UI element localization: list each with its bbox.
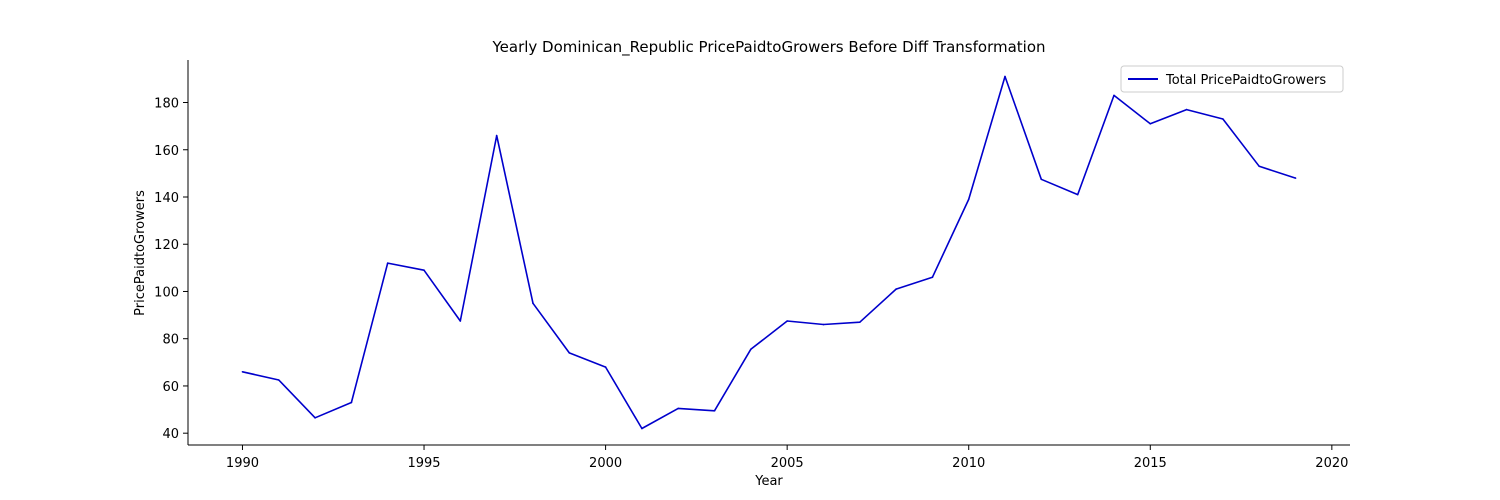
data-point — [931, 276, 934, 279]
y-tick-label: 180 — [154, 97, 179, 112]
x-tick-label: 2015 — [1134, 456, 1167, 471]
data-point — [750, 348, 752, 351]
data-point — [314, 417, 316, 419]
data-point — [1222, 118, 1224, 120]
data-point — [1185, 108, 1188, 111]
y-tick-label: 100 — [154, 285, 179, 300]
x-tick-label: 1990 — [226, 456, 259, 471]
data-point — [858, 321, 861, 323]
data-point — [786, 320, 788, 322]
x-axis-label: Year — [754, 474, 783, 489]
data-point — [1258, 165, 1261, 168]
data-point — [1004, 75, 1006, 78]
y-tick-label: 60 — [162, 380, 179, 395]
data-point — [532, 302, 534, 305]
data-point — [1149, 122, 1152, 125]
data-point — [350, 401, 353, 404]
y-tick-label: 120 — [154, 238, 179, 253]
chart-title: Yearly Dominican_Republic PricePaidtoGro… — [491, 38, 1045, 57]
y-tick-label: 160 — [154, 144, 179, 159]
y-axis-ticks: 40 60 80 100 120 140 160 180 — [154, 97, 188, 442]
data-point — [895, 288, 897, 290]
data-point — [568, 352, 571, 354]
data-point — [423, 269, 425, 272]
x-axis-ticks: 1990 1995 2000 2005 2010 2015 2020 — [226, 445, 1348, 471]
data-point — [1076, 193, 1079, 196]
data-point — [713, 409, 716, 412]
x-tick-label: 2005 — [771, 456, 804, 471]
y-axis-label: PricePaidtoGrowers — [133, 190, 148, 316]
plot-area — [241, 75, 1297, 430]
data-point — [677, 407, 680, 410]
x-tick-label: 1995 — [407, 456, 440, 471]
y-tick-label: 140 — [154, 191, 179, 206]
data-point — [822, 323, 825, 326]
legend: Total PricePaidtoGrowers — [1120, 65, 1344, 93]
data-point — [495, 134, 498, 137]
data-point — [1040, 178, 1043, 181]
data-point — [1113, 94, 1115, 97]
data-point — [641, 427, 643, 430]
y-tick-label: 80 — [162, 333, 179, 348]
legend-label: Total PricePaidtoGrowers — [1165, 73, 1326, 88]
x-tick-label: 2000 — [589, 456, 622, 471]
legend-box — [1120, 65, 1344, 93]
x-tick-label: 2010 — [952, 456, 985, 471]
y-tick-label: 40 — [162, 427, 179, 442]
x-tick-label: 2020 — [1315, 456, 1348, 471]
data-point — [1294, 177, 1297, 179]
data-point — [459, 320, 462, 322]
data-point — [386, 262, 389, 264]
data-point — [967, 198, 970, 201]
data-point — [277, 379, 280, 381]
data-point — [604, 366, 607, 368]
series-line — [242, 75, 1296, 430]
data-point — [241, 370, 244, 373]
